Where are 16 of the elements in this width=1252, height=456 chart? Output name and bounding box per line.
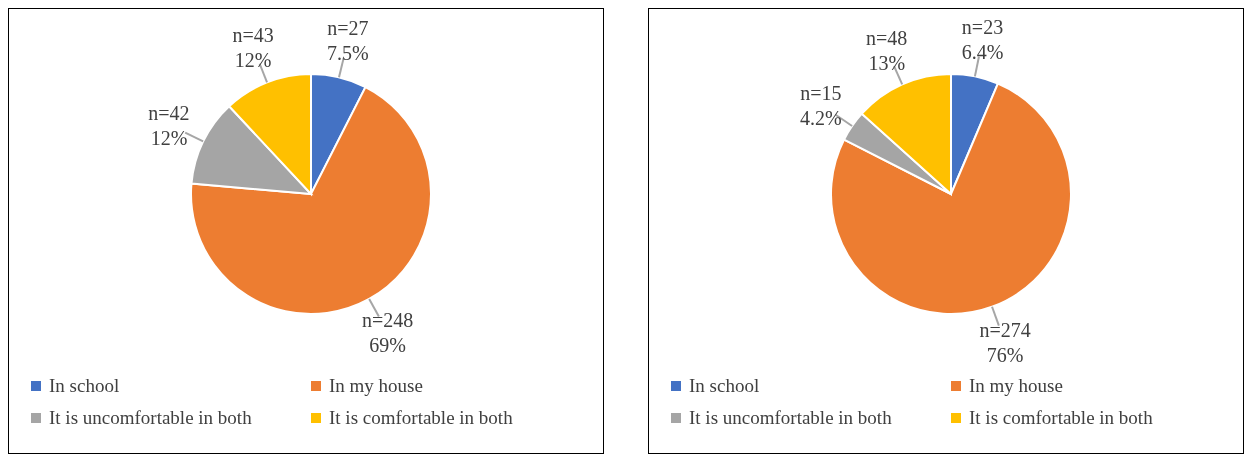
legend-label: In my house bbox=[969, 375, 1063, 397]
legend-label: In my house bbox=[329, 375, 423, 397]
data-label: n=23 6.4% bbox=[961, 16, 1004, 64]
legend-label: It is comfortable in both bbox=[969, 407, 1153, 429]
data-label: n=43 12% bbox=[232, 23, 274, 71]
data-label: n=274 76% bbox=[979, 319, 1031, 367]
data-label: n=27 7.5% bbox=[327, 17, 369, 65]
data-label: n=48 13% bbox=[866, 26, 908, 74]
legend-label: It is uncomfortable in both bbox=[689, 407, 892, 429]
legend-label: In school bbox=[49, 375, 120, 397]
legend-label: It is comfortable in both bbox=[329, 407, 513, 429]
legend-label: In school bbox=[689, 375, 760, 397]
data-label: n=42 12% bbox=[148, 101, 190, 149]
data-label: n=248 69% bbox=[361, 309, 414, 357]
legend-label: It is uncomfortable in both bbox=[49, 407, 252, 429]
data-label: n=15 4.2% bbox=[799, 81, 842, 129]
